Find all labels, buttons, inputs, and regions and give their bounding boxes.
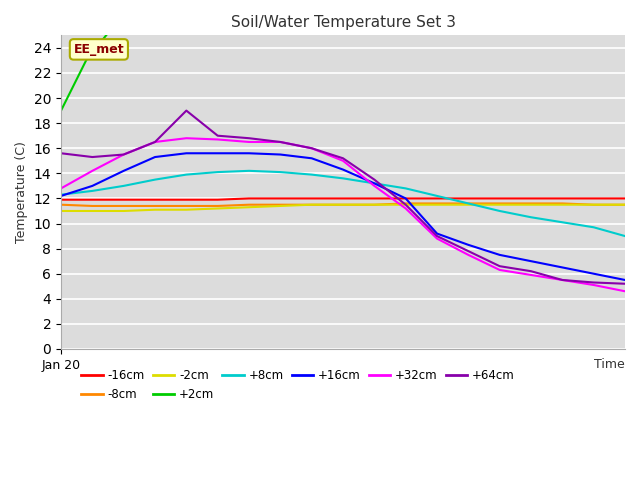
Text: Time: Time — [595, 358, 625, 371]
Legend: -16cm, -8cm, -2cm, +2cm, +8cm, +16cm, +32cm, +64cm: -16cm, -8cm, -2cm, +2cm, +8cm, +16cm, +3… — [77, 364, 519, 406]
Text: EE_met: EE_met — [74, 43, 124, 56]
Title: Soil/Water Temperature Set 3: Soil/Water Temperature Set 3 — [230, 15, 456, 30]
Y-axis label: Temperature (C): Temperature (C) — [15, 141, 28, 243]
